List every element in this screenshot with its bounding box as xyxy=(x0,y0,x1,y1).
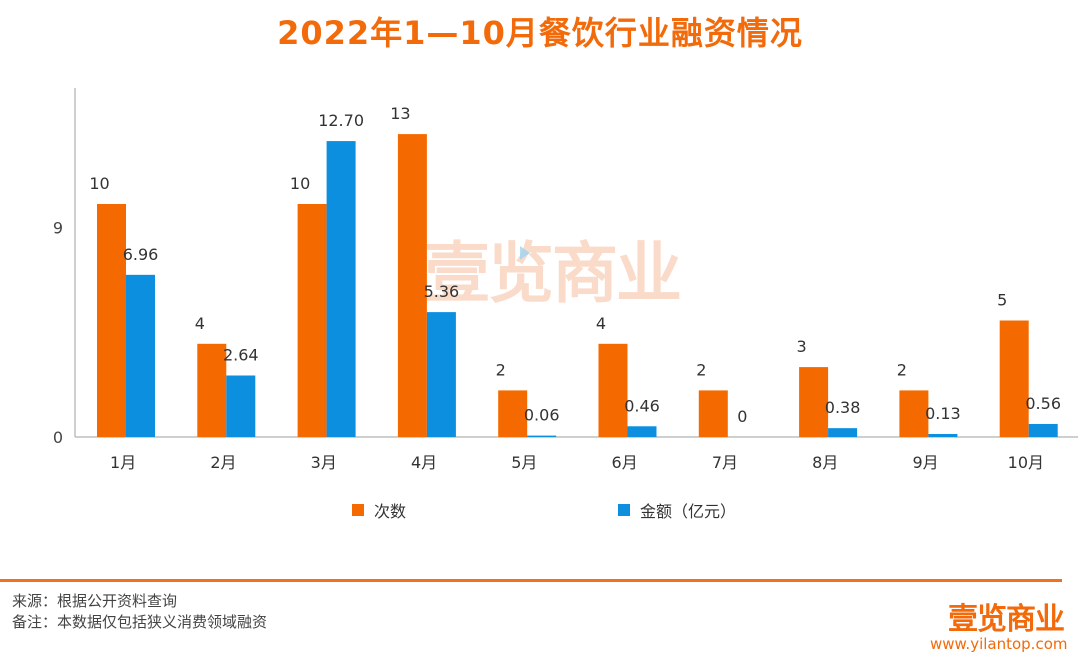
data-label-amount: 0.46 xyxy=(624,396,660,415)
data-label-amount: 0.56 xyxy=(1025,394,1061,413)
bar-count xyxy=(899,390,929,437)
data-label-count: 13 xyxy=(390,104,410,123)
y-tick-label: 9 xyxy=(53,218,63,237)
bar-count xyxy=(799,367,829,437)
bar-count xyxy=(698,390,728,437)
bar-amount xyxy=(226,375,256,437)
chart-title: 2022年1—10月餐饮行业融资情况 xyxy=(277,14,803,52)
bar-amount xyxy=(326,141,356,437)
data-label-count: 4 xyxy=(596,314,606,333)
y-tick-label: 0 xyxy=(53,428,63,447)
data-label-count: 10 xyxy=(89,174,109,193)
brand-logo: 壹览商业 xyxy=(948,602,1065,637)
watermark-play-icon xyxy=(520,246,530,260)
data-label-amount: 0.06 xyxy=(524,406,560,425)
bar-count xyxy=(197,343,227,437)
bar-count xyxy=(498,390,528,437)
x-tick-label: 8月 xyxy=(812,453,838,472)
bar-amount xyxy=(627,426,657,437)
bar-chart: 0 9 10 6.96 1月 4 2.64 2月 10 12.70 3月 13 5.36 4月 2 0.06 5… xyxy=(53,88,1078,472)
x-tick-label: 2月 xyxy=(210,453,236,472)
data-label-count: 10 xyxy=(290,174,310,193)
data-label-amount: 0.13 xyxy=(925,404,961,423)
source-note: 来源：根据公开资料查询 xyxy=(12,592,178,610)
brand-url[interactable]: www.yilantop.com xyxy=(930,635,1068,653)
data-label-amount: 0.38 xyxy=(825,398,861,417)
bar-count xyxy=(598,343,628,437)
watermark-logo: 壹览商业 xyxy=(424,235,682,312)
legend-item-amount: 金额（亿元） xyxy=(618,498,736,522)
data-label-count: 3 xyxy=(797,337,807,356)
bar-amount xyxy=(126,274,155,437)
bar-amount xyxy=(828,428,858,437)
x-tick-label: 1月 xyxy=(110,453,136,472)
x-tick-label: 10月 xyxy=(1008,453,1044,472)
data-label-amount: 0 xyxy=(737,407,747,426)
footer-divider xyxy=(0,579,1062,582)
bar-count xyxy=(999,320,1029,437)
x-tick-label: 7月 xyxy=(712,453,738,472)
data-label-amount: 6.96 xyxy=(123,245,159,264)
x-tick-label: 3月 xyxy=(311,453,337,472)
data-label-count: 2 xyxy=(496,360,506,379)
bar-count xyxy=(297,204,327,437)
legend-label-amount: 金额（亿元） xyxy=(640,502,737,521)
data-label-count: 2 xyxy=(696,360,706,379)
bar-count xyxy=(97,204,126,437)
data-label-amount: 12.70 xyxy=(318,111,364,130)
data-label-count: 2 xyxy=(897,360,907,379)
legend-label-count: 次数 xyxy=(374,502,407,521)
bar-amount xyxy=(928,433,958,437)
x-tick-label: 5月 xyxy=(511,453,537,472)
x-tick-label: 9月 xyxy=(912,453,938,472)
data-label-count: 5 xyxy=(997,291,1007,310)
x-tick-label: 6月 xyxy=(612,453,638,472)
bar-amount xyxy=(527,435,557,437)
bar-amount xyxy=(426,312,456,437)
remark-note: 备注：本数据仅包括狭义消费领域融资 xyxy=(12,613,268,631)
data-label-amount: 2.64 xyxy=(223,345,259,364)
legend-swatch-amount xyxy=(618,504,630,516)
data-label-count: 4 xyxy=(195,314,205,333)
x-tick-label: 4月 xyxy=(411,453,437,472)
legend-item-count: 次数 xyxy=(352,498,406,522)
legend-swatch-count xyxy=(352,504,364,516)
bar-amount xyxy=(1028,423,1058,437)
bar-count xyxy=(397,134,427,437)
data-label-amount: 5.36 xyxy=(424,282,460,301)
